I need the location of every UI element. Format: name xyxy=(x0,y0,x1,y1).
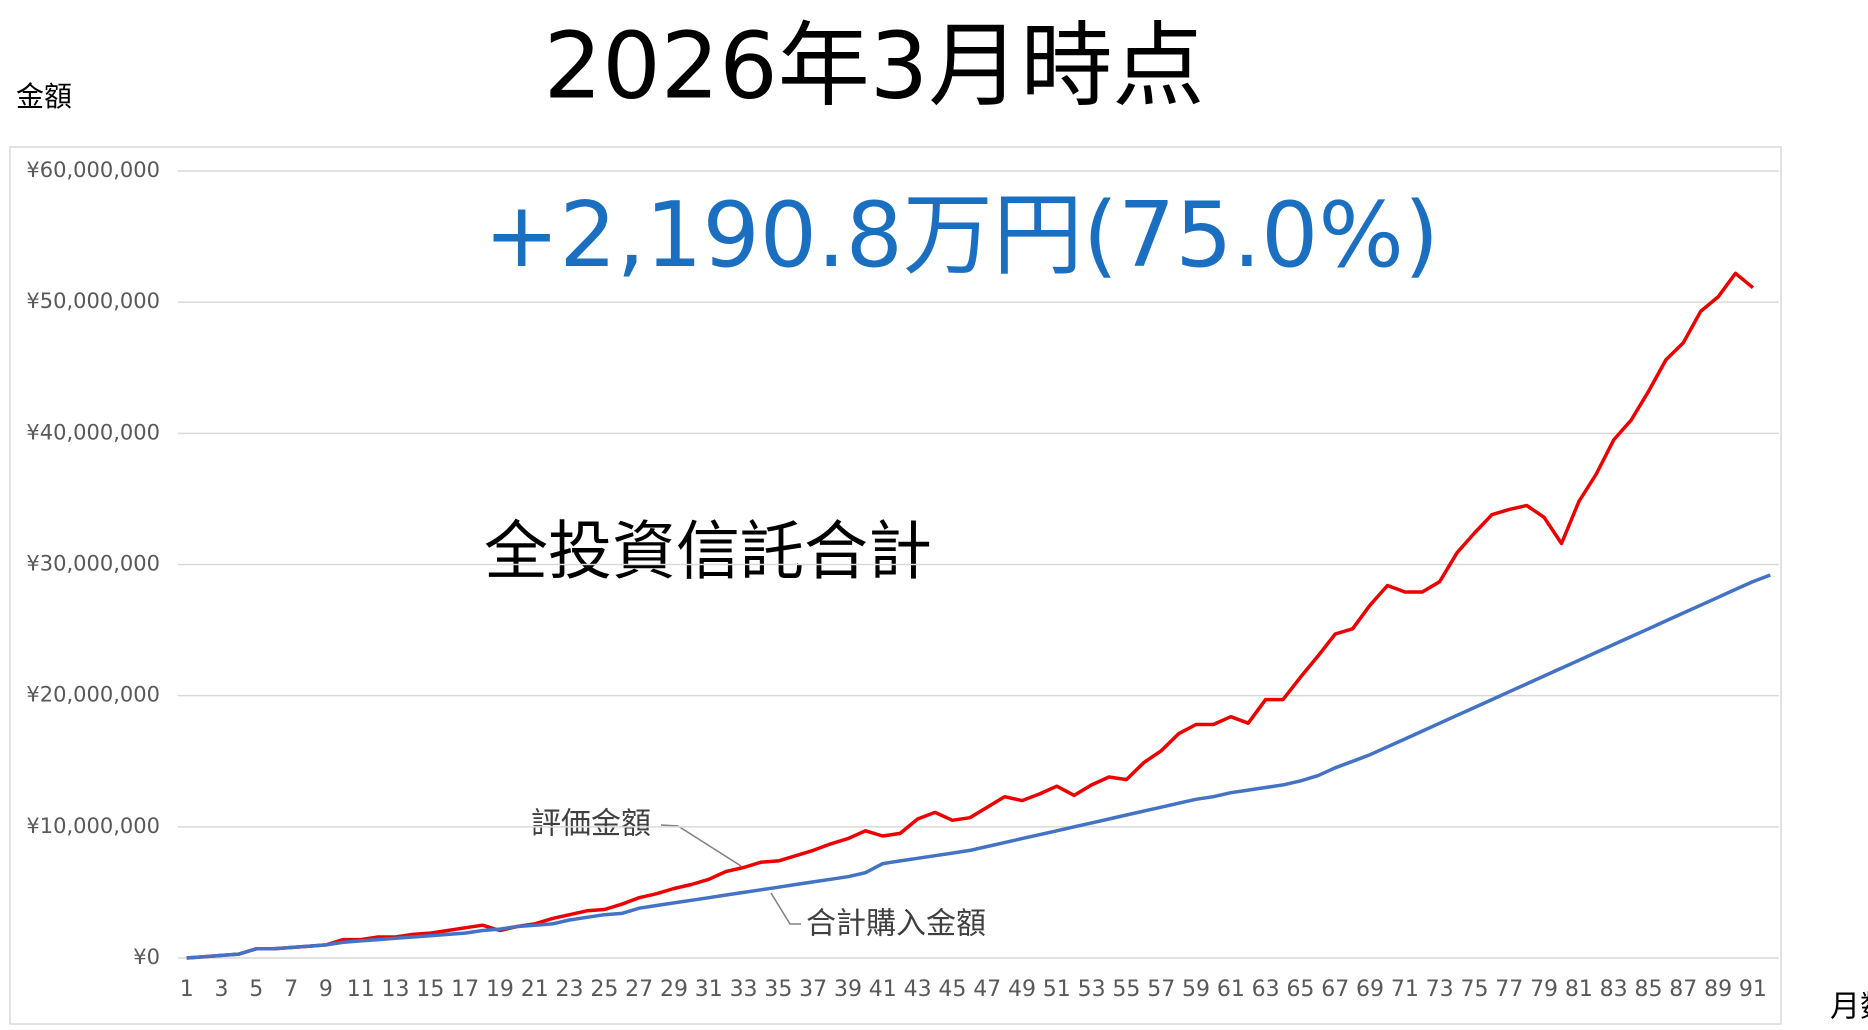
x-tick-label: 5 xyxy=(249,977,263,1002)
x-tick-label: 33 xyxy=(730,977,758,1002)
x-tick-label: 55 xyxy=(1112,977,1140,1002)
series-line xyxy=(186,573,1771,960)
x-axis-label: 月数 xyxy=(1830,990,1868,1025)
x-tick-label: 45 xyxy=(938,977,966,1002)
x-tick-label: 35 xyxy=(764,977,792,1002)
x-tick-label: 83 xyxy=(1600,977,1628,1002)
x-tick-label: 77 xyxy=(1495,977,1523,1002)
leader-line xyxy=(660,824,742,867)
y-tick-label: ¥50,000,000 xyxy=(26,289,160,313)
chart-title: 2026年3月時点 xyxy=(544,12,1205,119)
x-tick-label: 91 xyxy=(1739,977,1767,1002)
y-tick-label: ¥30,000,000 xyxy=(26,552,160,576)
x-tick-label: 71 xyxy=(1391,977,1419,1002)
x-tick-label: 81 xyxy=(1565,977,1593,1002)
series-label: 合計購入金額 xyxy=(806,907,986,942)
x-tick-label: 53 xyxy=(1078,977,1106,1002)
y-tick-label: ¥10,000,000 xyxy=(26,814,160,838)
y-tick-label: ¥20,000,000 xyxy=(26,683,160,707)
x-tick-label: 25 xyxy=(590,977,618,1002)
x-tick-label: 13 xyxy=(382,977,410,1002)
x-tick-label: 47 xyxy=(973,977,1001,1002)
x-tick-label: 73 xyxy=(1426,977,1454,1002)
chart-subtitle: +2,190.8万円(75.0%) xyxy=(484,183,1439,288)
x-tick-label: 87 xyxy=(1669,977,1697,1002)
x-tick-label: 63 xyxy=(1252,977,1280,1002)
x-tick-label: 85 xyxy=(1634,977,1662,1002)
x-tick-label: 21 xyxy=(521,977,549,1002)
x-tick-label: 1 xyxy=(180,977,194,1002)
x-tick-label: 41 xyxy=(869,977,897,1002)
x-tick-label: 3 xyxy=(215,977,229,1002)
y-tick-label: ¥60,000,000 xyxy=(26,158,160,182)
x-tick-label: 23 xyxy=(556,977,584,1002)
x-tick-label: 67 xyxy=(1321,977,1349,1002)
series-line xyxy=(186,271,1755,960)
x-tick-label: 59 xyxy=(1182,977,1210,1002)
annotation: 全投資信託合計 xyxy=(484,516,932,590)
x-tick-label: 49 xyxy=(1008,977,1036,1002)
x-tick-label: 29 xyxy=(660,977,688,1002)
x-tick-label: 19 xyxy=(486,977,514,1002)
y-tick-label: ¥0 xyxy=(133,945,160,969)
x-tick-label: 89 xyxy=(1704,977,1732,1002)
x-tick-label: 11 xyxy=(347,977,375,1002)
x-tick-label: 7 xyxy=(284,977,298,1002)
x-tick-label: 57 xyxy=(1147,977,1175,1002)
x-tick-label: 61 xyxy=(1217,977,1245,1002)
x-tick-label: 31 xyxy=(695,977,723,1002)
leader-line xyxy=(770,892,801,925)
x-tick-label: 69 xyxy=(1356,977,1384,1002)
x-tick-label: 75 xyxy=(1460,977,1488,1002)
y-tick-label: ¥40,000,000 xyxy=(26,420,160,444)
series-label: 評価金額 xyxy=(531,807,651,842)
x-tick-label: 39 xyxy=(834,977,862,1002)
x-tick-label: 79 xyxy=(1530,977,1558,1002)
x-tick-label: 65 xyxy=(1286,977,1314,1002)
plot-frame xyxy=(9,146,1782,1025)
x-tick-label: 15 xyxy=(416,977,444,1002)
x-tick-label: 37 xyxy=(799,977,827,1002)
x-tick-label: 51 xyxy=(1043,977,1071,1002)
x-tick-label: 17 xyxy=(451,977,479,1002)
y-axis-label: 金額 xyxy=(16,80,72,113)
x-tick-label: 43 xyxy=(904,977,932,1002)
x-tick-label: 27 xyxy=(625,977,653,1002)
x-tick-label: 9 xyxy=(319,977,333,1002)
